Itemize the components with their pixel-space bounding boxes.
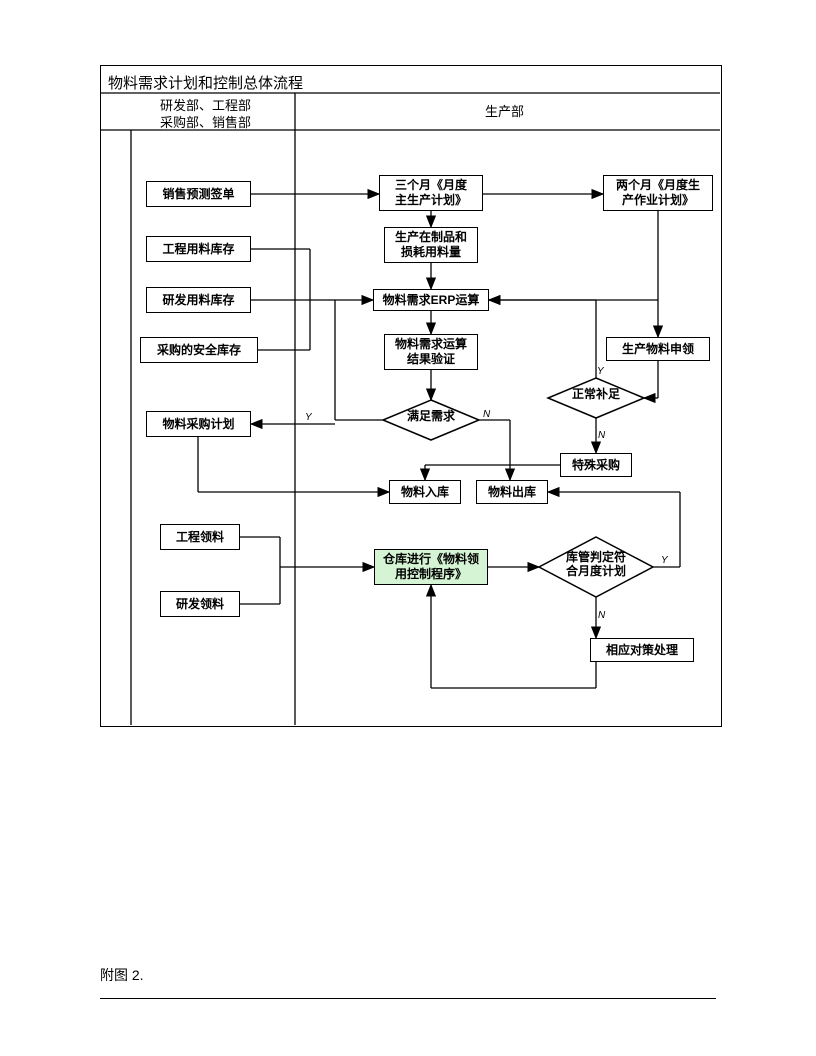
- node-n_eng_stock: 工程用料库存: [146, 236, 251, 262]
- diagram-title: 物料需求计划和控制总体流程: [108, 72, 303, 93]
- footer-rule: [100, 998, 716, 999]
- node-n_ctrl: 仓库进行《物料领用控制程序》: [374, 549, 488, 585]
- node-n_prod_req: 生产物料申领: [606, 337, 710, 361]
- node-n_rd_stock: 研发用料库存: [146, 287, 251, 313]
- node-n_verify: 物料需求运算结果验证: [384, 334, 478, 370]
- edge-label-4: Y: [661, 555, 668, 566]
- node-n_erp: 物料需求ERP运算: [373, 289, 489, 311]
- footer-caption: 附图 2.: [100, 965, 144, 985]
- node-n_sales: 销售预测签单: [146, 181, 251, 207]
- node-n_out: 物料出库: [476, 480, 548, 504]
- edge-label-5: N: [598, 610, 605, 621]
- node-n_rd_req: 研发领料: [160, 591, 240, 617]
- diamond-d_satisfy: 满足需求: [387, 410, 475, 424]
- edge-label-2: N: [483, 409, 490, 420]
- swimlane-left-header: 研发部、工程部采购部、销售部: [160, 98, 251, 132]
- node-n_counter: 相应对策处理: [590, 638, 694, 662]
- diamond-d_normal: 正常补足: [552, 388, 640, 402]
- node-n_3month: 三个月《月度主生产计划》: [379, 175, 483, 211]
- node-n_eng_req: 工程领料: [160, 524, 240, 550]
- swimlane-right-header: 生产部: [485, 104, 524, 121]
- edge-label-3: N: [598, 430, 605, 441]
- edge-label-1: Y: [597, 366, 604, 377]
- node-n_special: 特殊采购: [560, 453, 632, 477]
- node-n_safe: 采购的安全库存: [140, 337, 258, 363]
- node-n_2month: 两个月《月度生产作业计划》: [603, 175, 713, 211]
- node-n_purchase: 物料采购计划: [146, 411, 251, 437]
- node-n_wip: 生产在制品和损耗用料量: [384, 227, 478, 263]
- edge-label-0: Y: [305, 412, 312, 423]
- node-n_in: 物料入库: [389, 480, 461, 504]
- diamond-d_month: 库管判定符合月度计划: [543, 551, 649, 579]
